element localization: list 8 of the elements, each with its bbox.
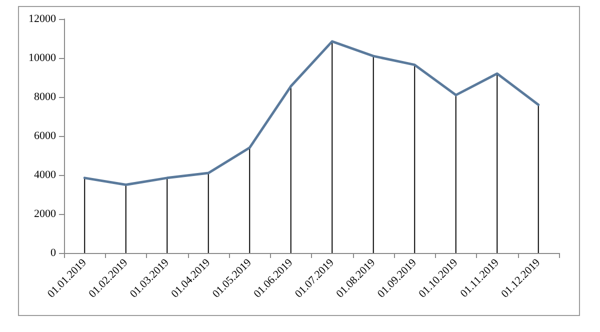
y-tick-label: 2000 bbox=[34, 208, 56, 220]
y-tick-label: 0 bbox=[50, 247, 56, 259]
line-series bbox=[83, 40, 540, 186]
y-tick-label: 10000 bbox=[28, 52, 56, 64]
y-tick-label: 4000 bbox=[34, 169, 56, 181]
y-tick-label: 12000 bbox=[28, 13, 56, 25]
y-tick-label: 8000 bbox=[34, 91, 56, 103]
y-tick-label: 6000 bbox=[34, 130, 56, 142]
